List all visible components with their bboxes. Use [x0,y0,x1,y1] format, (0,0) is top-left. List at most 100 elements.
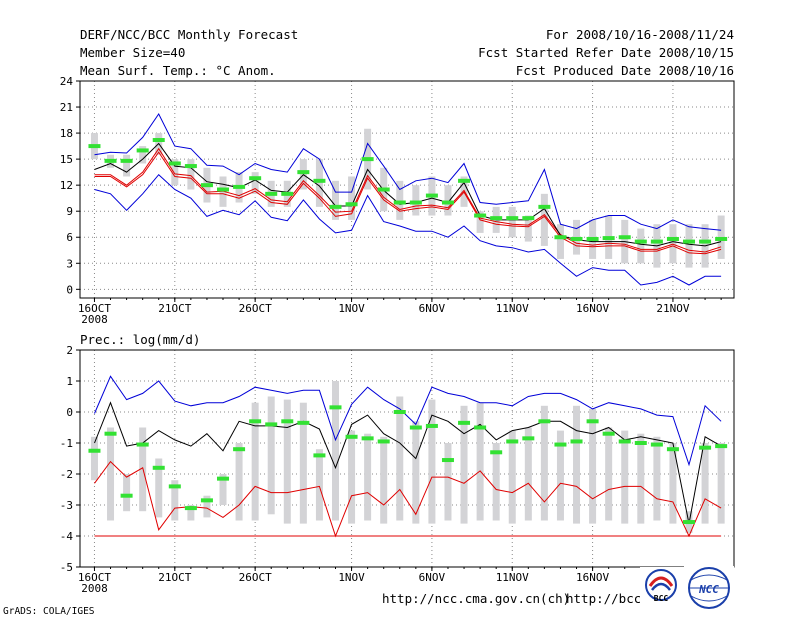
produced-date-text: Fcst Produced Date 2008/10/16 [516,63,734,78]
upper-line [94,375,722,467]
median-mark [393,200,406,205]
median-mark [666,236,679,241]
median-mark [249,176,262,181]
median-mark [217,187,230,192]
y-tick-label: 1 [66,375,73,388]
median-mark [506,216,519,221]
median-mark [618,235,631,240]
median-mark [618,439,631,444]
spread-bar [540,193,548,246]
median-mark [249,419,262,424]
spread-bar [685,224,693,268]
spread-bar [444,443,452,521]
temp-spread-bars [90,128,725,268]
spread-bar [123,154,131,177]
x-tick-label: 6NOV [419,302,446,315]
median-mark [120,493,133,498]
median-mark [586,236,599,241]
median-mark [184,506,197,511]
median-mark [233,184,246,189]
upper-line [94,113,722,231]
spread-bar [90,436,98,481]
median-mark [474,425,487,430]
median-mark [393,410,406,414]
bcc-logo-text: BCC [654,594,669,603]
title-line-1: DERF/NCC/BCC Monthly Forecast [80,27,298,42]
spread-bar [573,405,581,524]
spread-bar [251,402,259,521]
prec-panel-title: Prec.: log(mm/d) [80,332,200,347]
x-tick-label: 16NOV [576,302,609,315]
title-line-2: Member Size=40 [80,45,185,60]
spread-bar [219,474,227,505]
median-mark [152,138,165,143]
spread-bar [107,427,115,521]
spread-bar [444,185,452,216]
y-tick-label: 0 [66,283,73,296]
spread-bar [412,421,420,524]
median-mark [152,465,165,470]
median-mark [281,419,294,424]
median-mark [441,200,454,205]
spread-bar [187,159,195,190]
median-mark [377,187,390,192]
prec-spread-bars [90,381,725,533]
prec-panel-frame [79,349,735,568]
spread-bar [171,159,179,186]
median-mark [425,193,438,198]
median-mark [136,148,149,153]
median-mark [602,431,615,436]
y-tick-label: 12 [60,179,73,192]
x-tick-label: 11NOV [496,302,529,315]
median-mark [88,144,101,149]
median-mark [650,442,663,447]
spread-bar [283,399,291,524]
mean-line [94,142,722,247]
x-tick-label: 1NOV [338,302,365,315]
median-mark [297,170,310,175]
prec-y-axis: -5 -4 -3 -2 -1 0 1 2 [60,344,80,574]
median-mark [233,447,246,452]
spread-bar [669,443,677,524]
x-tick-label: 16OCT [78,571,111,584]
median-mark [490,450,503,455]
spread-bar [380,436,388,524]
median-mark [329,405,342,410]
median-mark [458,178,471,183]
title-line-3: Mean Surf. Temp.: °C Anom. [80,63,276,78]
median-mark [120,158,133,163]
ncc-logo-text: NCC [698,583,719,596]
spread-bar [540,405,548,521]
median-mark [490,216,503,221]
median-mark [297,420,310,425]
y-tick-label: 24 [60,75,74,88]
x-tick-label: 21OCT [158,302,191,315]
y-tick-label: 9 [66,205,73,218]
band_low-line [94,151,722,255]
y-tick-label: 21 [60,101,73,114]
spread-bar [396,180,404,220]
median-mark [168,161,181,166]
bcc-link[interactable]: http://bcc. [566,591,649,606]
lower-line [94,460,722,538]
spread-bar [637,228,645,264]
start-date-text: Fcst Started Refer Date 2008/10/15 [478,45,734,60]
grads-credit: GrADS: COLA/IGES [3,606,95,617]
x-tick-label: 26OCT [239,302,272,315]
median-mark [313,453,326,458]
spread-bar [315,449,323,521]
spread-bar [364,433,372,521]
spread-bar [331,381,339,521]
spread-bar [299,402,307,524]
spread-bar [396,396,404,521]
y-tick-label: 18 [60,127,73,140]
y-tick-label: 2 [66,344,73,357]
band_high-line [94,147,722,253]
median-mark [200,498,213,503]
median-mark [200,183,213,188]
y-tick-label: -5 [60,561,73,574]
ncc-link[interactable]: http://ncc.cma.gov.cn(ch) [382,591,570,606]
